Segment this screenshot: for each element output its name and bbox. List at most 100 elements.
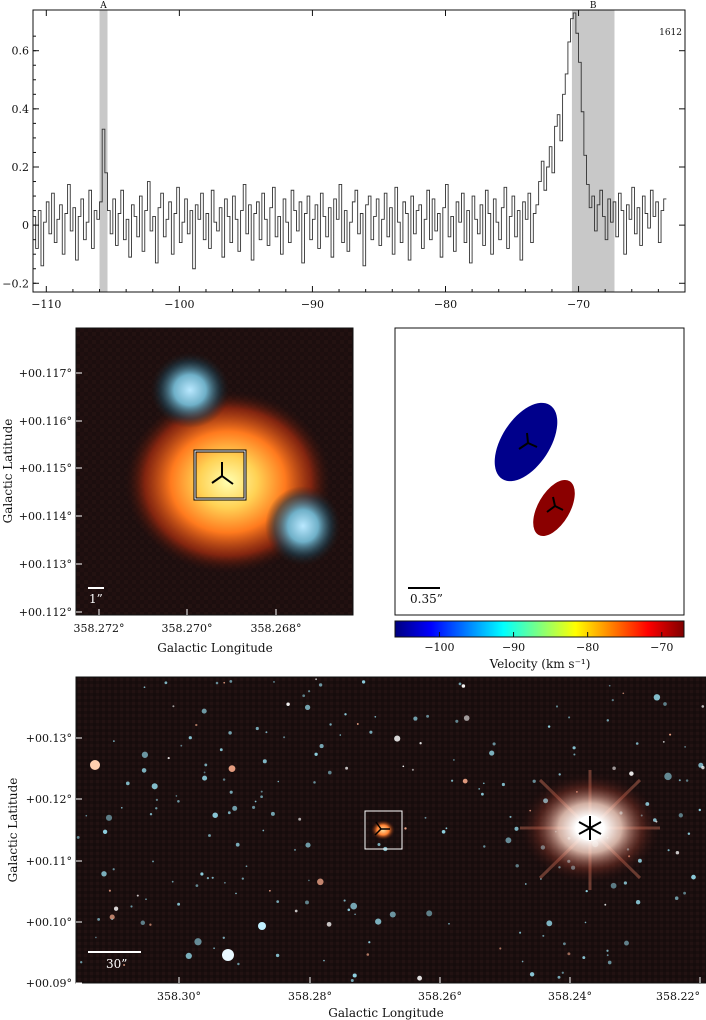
region-a-label: A — [99, 1, 107, 11]
x-tick-label: −70 — [567, 298, 590, 311]
field-star — [202, 775, 208, 781]
field-star — [254, 800, 257, 803]
field-star — [492, 742, 496, 746]
field-star — [323, 959, 325, 962]
field-star — [635, 900, 641, 905]
field-star — [413, 716, 418, 721]
field-star — [521, 960, 524, 963]
x-tick-label: 358.26° — [418, 990, 462, 1003]
field-star — [315, 678, 318, 681]
field-star — [318, 683, 323, 687]
field-star — [262, 829, 265, 832]
field-star — [255, 726, 259, 731]
field-star — [95, 936, 97, 939]
field-star — [223, 681, 226, 684]
field-star — [194, 938, 202, 946]
field-star — [426, 910, 433, 917]
field-star — [177, 800, 180, 803]
field-star — [149, 812, 153, 816]
field-star — [286, 702, 290, 707]
field-star — [171, 880, 174, 883]
field-star — [419, 742, 422, 745]
field-star — [219, 748, 223, 752]
x-tick-label: 358.28° — [288, 990, 332, 1003]
field-star — [241, 877, 244, 880]
field-star — [343, 899, 346, 902]
field-star — [623, 881, 628, 885]
field-star — [235, 892, 237, 895]
field-star — [203, 771, 206, 774]
x-tick-label: 358.30° — [157, 990, 201, 1003]
field-star — [573, 753, 576, 756]
colorbar-tick-label: −80 — [576, 641, 599, 654]
field-star — [584, 921, 587, 924]
wide-field-y-ticks: +00.13° +00.12° +00.11° +00.10° +00.09° — [26, 732, 82, 990]
field-star — [555, 705, 559, 708]
field-star — [369, 730, 373, 734]
field-star — [245, 865, 248, 868]
field-star — [542, 934, 545, 937]
field-star — [145, 898, 147, 901]
field-star — [664, 772, 672, 781]
field-star — [208, 834, 211, 837]
field-star — [663, 702, 667, 706]
field-star — [175, 795, 178, 797]
field-star — [499, 947, 502, 950]
spectrum-x-ticks: −110 −100 −90 −80 −70 — [31, 10, 659, 311]
field-star — [687, 832, 691, 835]
field-star — [235, 842, 240, 847]
field-star — [101, 871, 107, 877]
field-star — [130, 905, 133, 908]
velocity-blob-b — [533, 479, 575, 537]
zoom-image-y-ticks: +00.117° +00.116° +00.115° +00.114° +00.113°… — [19, 367, 82, 619]
field-star — [701, 705, 705, 708]
field-star — [167, 757, 170, 760]
field-star — [685, 779, 689, 782]
y-tick-label: 0.6 — [12, 45, 30, 58]
source-box-wide — [364, 810, 403, 850]
field-star — [653, 694, 661, 701]
field-star — [329, 723, 332, 726]
field-star — [629, 771, 634, 776]
y-tick-label: +00.116° — [19, 415, 72, 428]
field-star — [562, 942, 566, 946]
field-star — [567, 952, 571, 956]
wide-scale-bar-label: 30” — [106, 957, 127, 971]
field-star — [683, 891, 686, 895]
maser-marker-icon — [211, 462, 234, 485]
field-star — [344, 713, 347, 716]
field-star — [141, 751, 149, 758]
field-star — [143, 686, 146, 689]
maser-marker-b-icon — [546, 496, 564, 513]
field-star — [389, 911, 396, 918]
field-star — [180, 744, 183, 747]
y-tick-label: 0 — [22, 219, 29, 232]
region-b-label: B — [590, 1, 597, 11]
field-star — [273, 681, 275, 683]
y-tick-label: −0.2 — [2, 277, 29, 290]
field-star — [515, 864, 519, 868]
field-star — [136, 894, 139, 897]
field-star — [151, 783, 158, 790]
field-star — [277, 780, 280, 783]
field-star — [113, 740, 115, 742]
field-star — [113, 906, 119, 911]
field-star — [164, 681, 168, 685]
field-star — [308, 690, 311, 693]
field-star — [524, 883, 527, 885]
spectrum-regions — [99, 10, 615, 292]
field-star — [691, 874, 696, 880]
field-star — [141, 768, 147, 773]
field-star — [260, 795, 263, 799]
field-star — [76, 835, 80, 839]
field-star — [402, 765, 405, 768]
field-star — [612, 766, 616, 771]
field-star — [519, 931, 522, 934]
field-star — [195, 884, 199, 887]
field-star — [478, 788, 481, 790]
field-star — [269, 889, 271, 892]
field-star — [326, 921, 332, 927]
field-star — [366, 953, 370, 956]
field-star — [667, 849, 670, 852]
field-star — [585, 889, 588, 893]
